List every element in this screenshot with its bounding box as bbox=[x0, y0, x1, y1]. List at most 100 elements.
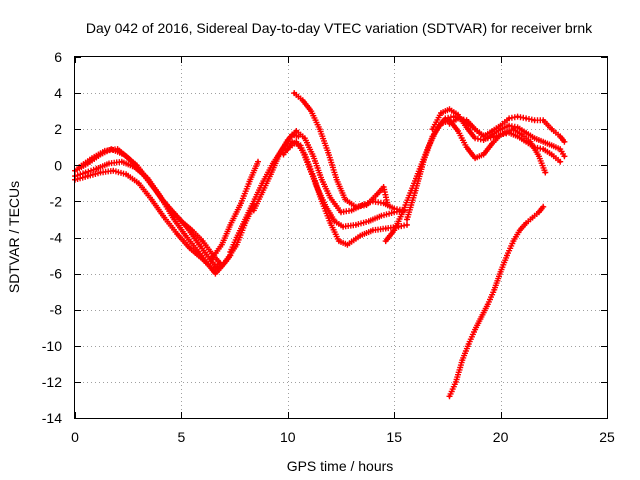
data-point bbox=[465, 145, 469, 149]
y-tick-label: 2 bbox=[54, 121, 62, 137]
data-point bbox=[326, 151, 330, 155]
data-point bbox=[339, 210, 343, 214]
data-point bbox=[311, 154, 315, 158]
data-point bbox=[184, 234, 188, 238]
data-point bbox=[541, 118, 545, 122]
data-point bbox=[137, 181, 141, 185]
data-point bbox=[448, 107, 451, 111]
data-point bbox=[350, 208, 354, 212]
data-point bbox=[439, 122, 443, 126]
data-point bbox=[541, 140, 545, 144]
data-point bbox=[94, 167, 98, 171]
data-series-sat-13 bbox=[429, 106, 568, 160]
y-tick-label: -14 bbox=[42, 410, 62, 426]
data-point bbox=[499, 270, 503, 274]
data-point bbox=[150, 198, 154, 202]
data-point bbox=[520, 133, 524, 137]
data-point bbox=[533, 145, 537, 149]
data-point bbox=[439, 111, 443, 115]
data-point bbox=[367, 219, 371, 223]
data-point bbox=[443, 116, 447, 120]
x-tick-label: 10 bbox=[280, 429, 296, 445]
data-point bbox=[507, 131, 511, 135]
data-point bbox=[335, 178, 339, 182]
data-series-sat-15 bbox=[446, 203, 547, 400]
data-point bbox=[479, 315, 483, 319]
data-point bbox=[558, 147, 562, 151]
data-point bbox=[473, 156, 477, 160]
data-point bbox=[541, 205, 545, 209]
data-point bbox=[465, 125, 469, 129]
data-point bbox=[252, 199, 256, 203]
data-point bbox=[277, 153, 281, 156]
data-point bbox=[218, 261, 222, 265]
data-point bbox=[460, 358, 464, 362]
data-point bbox=[473, 136, 477, 140]
data-point bbox=[243, 217, 247, 221]
data-point bbox=[175, 232, 179, 236]
data-point bbox=[507, 116, 511, 120]
data-point bbox=[456, 113, 460, 117]
data-point bbox=[354, 223, 358, 227]
x-axis-label: GPS time / hours bbox=[287, 458, 394, 474]
data-point bbox=[505, 254, 509, 257]
data-point bbox=[311, 174, 315, 178]
plot-frame bbox=[74, 56, 608, 419]
data-point bbox=[235, 236, 239, 239]
data-point bbox=[167, 207, 171, 211]
data-point bbox=[111, 169, 115, 173]
data-point bbox=[90, 156, 94, 160]
data-point bbox=[473, 328, 477, 332]
data-point bbox=[354, 205, 358, 209]
data-point bbox=[252, 208, 256, 212]
data-point bbox=[228, 250, 232, 254]
data-point bbox=[490, 142, 494, 146]
data-point bbox=[188, 246, 192, 250]
x-tick-label: 20 bbox=[493, 429, 509, 445]
data-series-sat-12 bbox=[404, 117, 564, 223]
data-point bbox=[260, 190, 264, 194]
data-series-sat-5 bbox=[208, 158, 261, 263]
data-series-sat-3 bbox=[72, 167, 223, 273]
data-point bbox=[379, 214, 383, 218]
x-tick-label: 0 bbox=[71, 429, 79, 445]
data-point bbox=[490, 129, 494, 133]
data-point bbox=[558, 160, 562, 164]
data-point bbox=[141, 172, 145, 176]
data-point bbox=[213, 272, 217, 276]
data-point bbox=[116, 147, 120, 151]
data-point bbox=[220, 243, 224, 247]
data-point bbox=[531, 216, 534, 220]
data-point bbox=[499, 127, 503, 131]
data-point bbox=[448, 118, 451, 122]
data-point bbox=[422, 158, 426, 162]
data-point bbox=[562, 154, 566, 158]
data-point bbox=[524, 221, 528, 225]
data-point bbox=[382, 185, 386, 189]
data-point bbox=[282, 153, 285, 156]
data-point bbox=[467, 342, 471, 346]
data-point bbox=[516, 115, 520, 119]
data-point bbox=[516, 125, 520, 129]
data-point bbox=[320, 178, 324, 182]
data-point bbox=[456, 129, 460, 133]
data-point bbox=[499, 124, 503, 128]
data-point bbox=[328, 221, 332, 225]
data-point bbox=[333, 219, 337, 223]
data-point bbox=[507, 124, 511, 128]
data-point bbox=[541, 147, 545, 151]
data-point bbox=[228, 223, 232, 227]
data-point bbox=[269, 172, 273, 176]
data-point bbox=[537, 154, 541, 158]
x-tick-label: 25 bbox=[599, 429, 615, 445]
data-point bbox=[84, 171, 88, 174]
data-point bbox=[405, 217, 409, 221]
axis-ticks bbox=[75, 57, 608, 419]
data-point bbox=[392, 210, 396, 214]
data-point bbox=[490, 133, 494, 137]
data-point bbox=[473, 127, 477, 131]
data-point bbox=[448, 394, 451, 398]
data-point bbox=[301, 98, 305, 102]
